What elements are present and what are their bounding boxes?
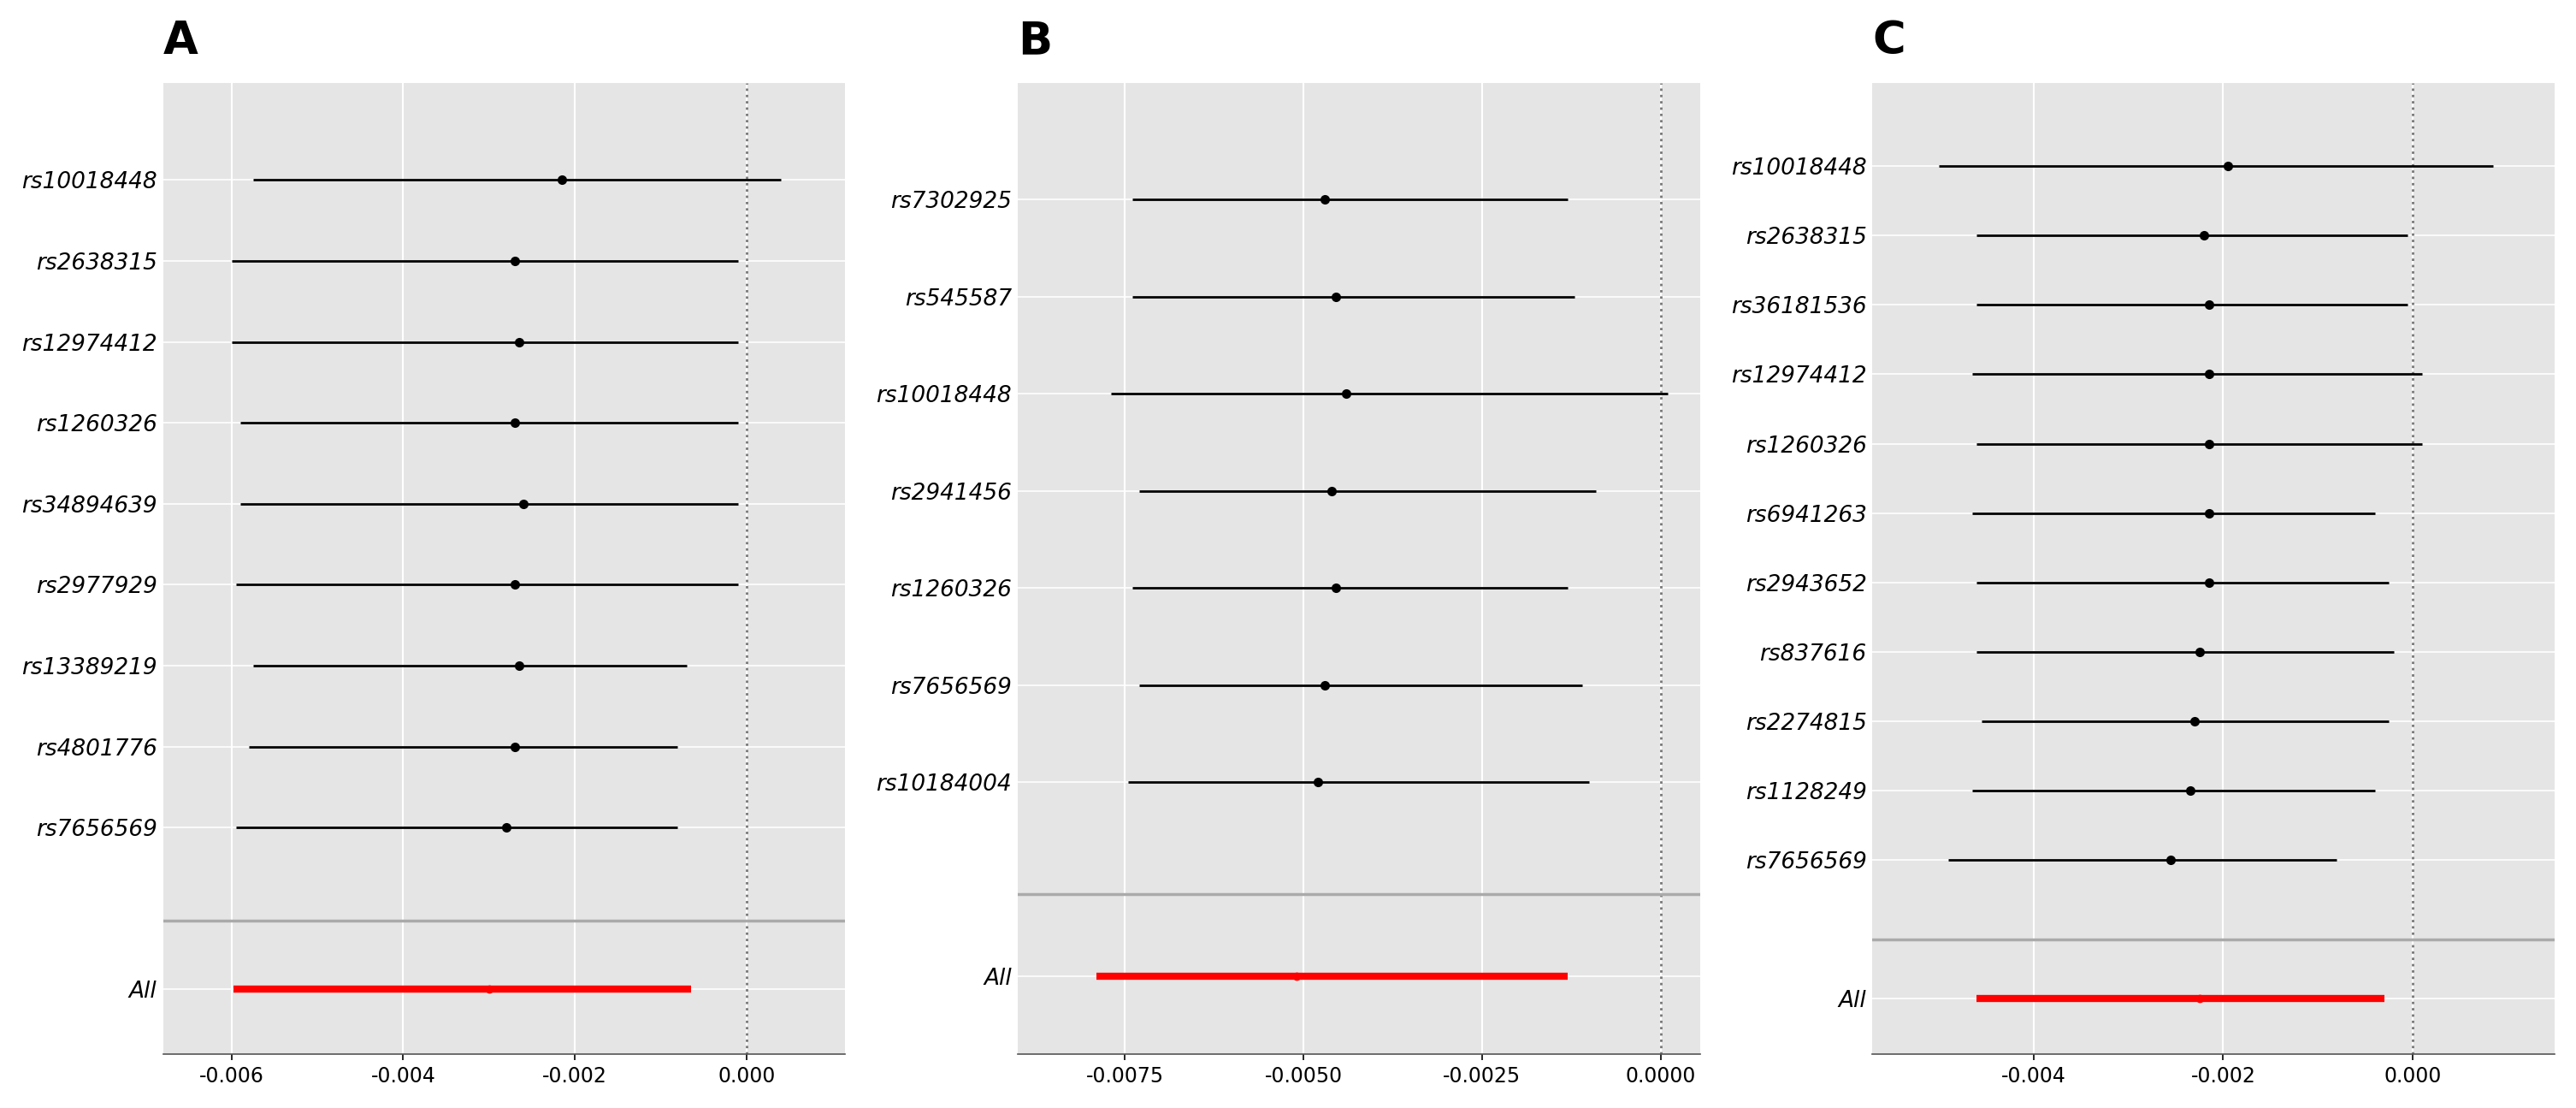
Text: A: A — [162, 19, 198, 63]
Text: C: C — [1873, 19, 1906, 63]
Text: B: B — [1018, 19, 1051, 63]
